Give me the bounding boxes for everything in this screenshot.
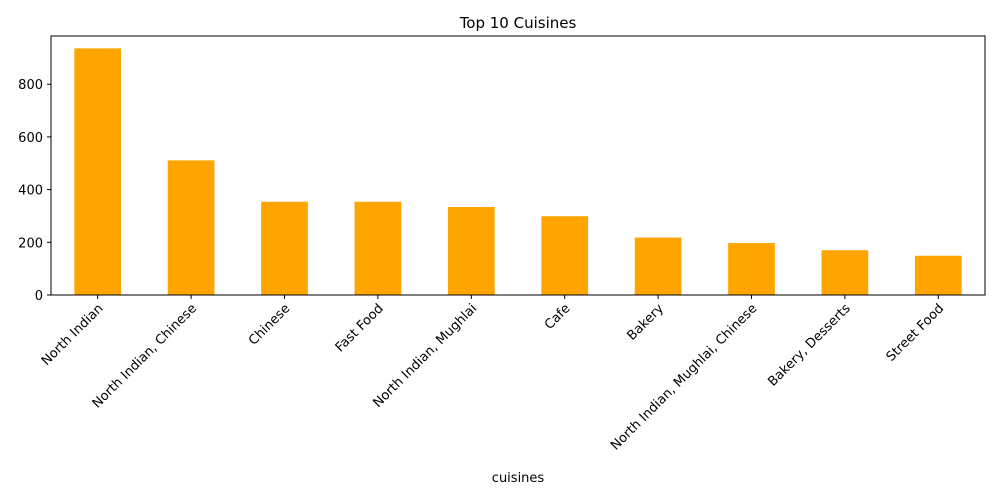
x-tick-label: Bakery, Desserts (765, 301, 854, 390)
bar (261, 201, 308, 295)
bar (447, 206, 495, 295)
y-tick-label: 0 (35, 289, 43, 304)
plot-frame (50, 35, 986, 296)
x-tick-label: North Indian, Mughlai (370, 301, 480, 411)
bars-group (74, 48, 962, 296)
bar (167, 160, 215, 295)
bar (354, 201, 402, 295)
x-tick-label: North Indian (39, 301, 107, 369)
bar (728, 243, 775, 295)
bar (634, 237, 682, 295)
y-tick-label: 800 (18, 78, 43, 93)
bar (821, 250, 869, 295)
x-tick-label: Chinese (246, 301, 293, 348)
y-axis: 0 200 400 600 800 (18, 78, 51, 304)
x-tick-label: Fast Food (333, 301, 387, 355)
x-tick-label: North Indian, Mughlai, Chinese (608, 301, 760, 453)
x-tick-label: Bakery (625, 301, 668, 344)
bar (74, 48, 122, 296)
y-tick-label: 200 (18, 236, 43, 251)
x-tick-label: Cafe (542, 301, 574, 333)
y-tick-label: 400 (18, 184, 43, 199)
x-tick-label: North Indian, Chinese (90, 301, 200, 411)
x-tick-label: Street Food (884, 301, 948, 365)
bar (541, 216, 589, 295)
bar (914, 255, 962, 295)
chart-title: Top 10 Cuisines (459, 14, 577, 32)
x-axis-label: cuisines (492, 471, 545, 486)
y-tick-label: 600 (18, 131, 43, 146)
